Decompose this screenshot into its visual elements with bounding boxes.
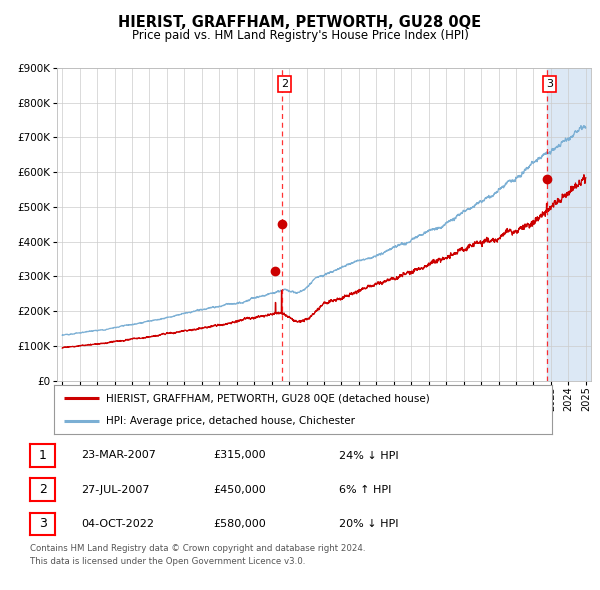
- Text: £580,000: £580,000: [213, 519, 266, 529]
- Text: Price paid vs. HM Land Registry's House Price Index (HPI): Price paid vs. HM Land Registry's House …: [131, 30, 469, 42]
- Text: HIERIST, GRAFFHAM, PETWORTH, GU28 0QE (detached house): HIERIST, GRAFFHAM, PETWORTH, GU28 0QE (d…: [106, 394, 430, 404]
- Text: Contains HM Land Registry data © Crown copyright and database right 2024.: Contains HM Land Registry data © Crown c…: [30, 544, 365, 553]
- Text: 04-OCT-2022: 04-OCT-2022: [81, 519, 154, 529]
- Bar: [547, 68, 595, 381]
- Text: 24% ↓ HPI: 24% ↓ HPI: [339, 451, 398, 460]
- Text: 20% ↓ HPI: 20% ↓ HPI: [339, 519, 398, 529]
- Text: 2: 2: [38, 483, 47, 496]
- Text: 3: 3: [38, 517, 47, 530]
- Text: 27-JUL-2007: 27-JUL-2007: [81, 485, 149, 494]
- Text: 2: 2: [281, 79, 288, 88]
- Text: 6% ↑ HPI: 6% ↑ HPI: [339, 485, 391, 494]
- Text: This data is licensed under the Open Government Licence v3.0.: This data is licensed under the Open Gov…: [30, 557, 305, 566]
- Text: £315,000: £315,000: [213, 451, 266, 460]
- Text: 1: 1: [38, 449, 47, 462]
- Text: 3: 3: [546, 79, 553, 88]
- Text: HIERIST, GRAFFHAM, PETWORTH, GU28 0QE: HIERIST, GRAFFHAM, PETWORTH, GU28 0QE: [118, 15, 482, 30]
- Text: 23-MAR-2007: 23-MAR-2007: [81, 451, 156, 460]
- Text: £450,000: £450,000: [213, 485, 266, 494]
- Text: HPI: Average price, detached house, Chichester: HPI: Average price, detached house, Chic…: [106, 415, 355, 425]
